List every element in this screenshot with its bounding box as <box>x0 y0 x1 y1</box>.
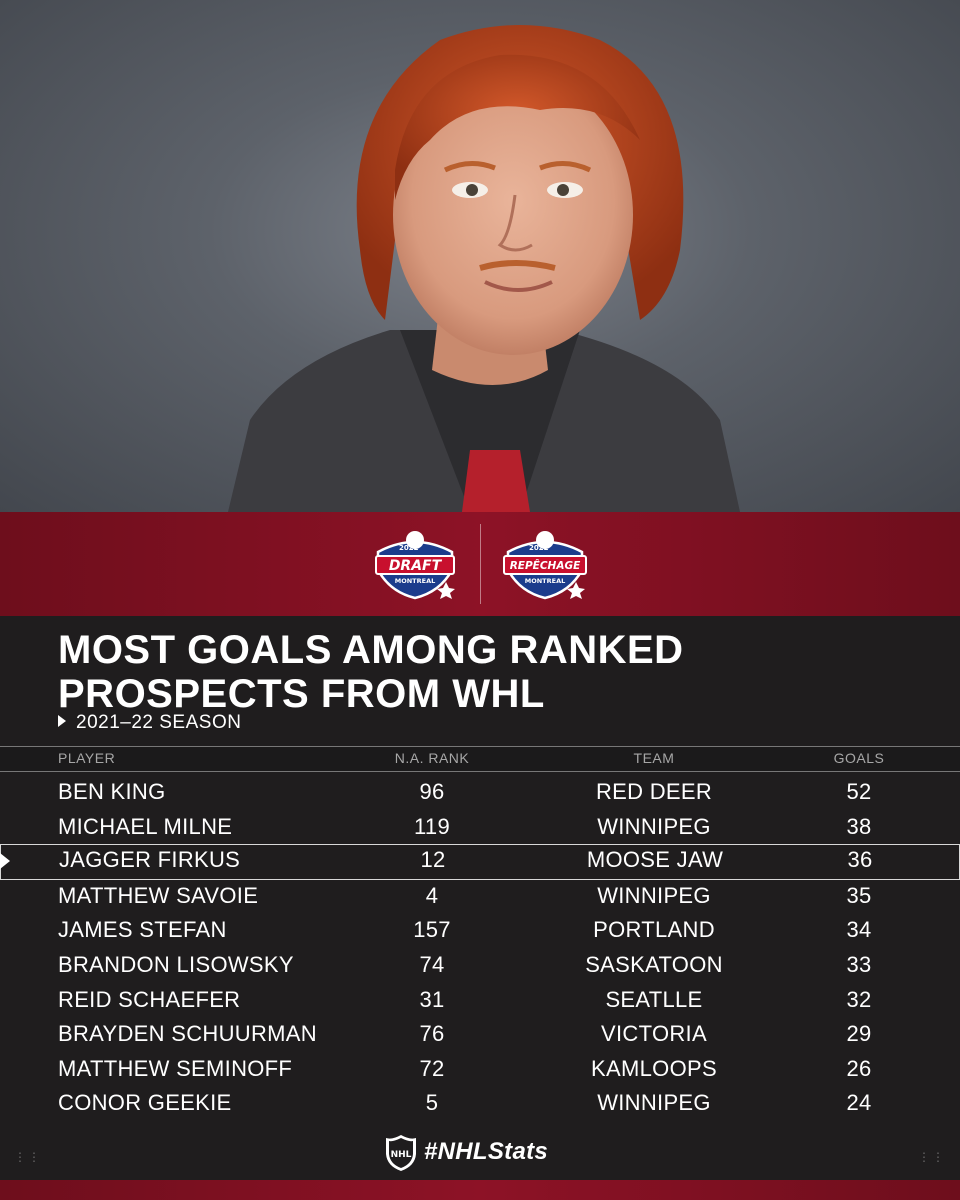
svg-text:MONTREAL: MONTREAL <box>525 577 566 585</box>
table-row: BRANDON LISOWSKY 74 SASKATOON 33 <box>0 949 960 983</box>
table-row: JAMES STEFAN 157 PORTLAND 34 <box>0 914 960 948</box>
goals-value: 38 <box>846 813 872 839</box>
player-name: CONOR GEEKIE <box>58 1090 232 1116</box>
svg-text:DRAFT: DRAFT <box>389 558 443 574</box>
nhl-shield-icon: NHL <box>386 1135 416 1171</box>
goals-value: 29 <box>846 1021 872 1047</box>
svg-text:2022: 2022 <box>399 544 419 552</box>
player-name: MATTHEW SEMINOFF <box>58 1055 293 1081</box>
team-name: MOOSE JAW <box>586 847 724 873</box>
goals-value: 33 <box>846 952 872 977</box>
team-name: SEATLLE <box>605 986 703 1012</box>
table-row: MATTHEW SAVOIE 4 WINNIPEG 35 <box>0 880 960 914</box>
team-name: WINNIPEG <box>597 813 711 839</box>
player-name: JAGGER FIRKUS <box>59 847 241 873</box>
table-row: BRAYDEN SCHUURMAN 76 VICTORIA 29 <box>0 1018 960 1052</box>
team-name: WINNIPEG <box>597 882 711 908</box>
na-rank: 96 <box>419 779 445 804</box>
column-header-player: PLAYER <box>58 750 116 766</box>
column-header-team: TEAM <box>633 750 675 766</box>
na-rank: 119 <box>414 813 450 839</box>
table-row: MATTHEW SEMINOFF 72 KAMLOOPS 26 <box>0 1053 960 1087</box>
team-name: KAMLOOPS <box>591 1055 717 1081</box>
svg-text:NHL: NHL <box>391 1150 412 1160</box>
page-title: MOST GOALS AMONG RANKED PROSPECTS FROM W… <box>58 628 684 716</box>
na-rank: 5 <box>425 1090 439 1116</box>
team-name: SASKATOON <box>585 952 723 977</box>
player-name: BEN KING <box>58 779 166 804</box>
goals-value: 52 <box>846 779 872 804</box>
table-row: REID SCHAEFER 31 SEATLLE 32 <box>0 984 960 1018</box>
player-name: MATTHEW SAVOIE <box>58 882 259 908</box>
footer: NHL #NHLStats <box>0 1130 960 1180</box>
nhl-repechage-2022-logo: 2022 REPÊCHAGE MONTREAL <box>503 531 587 600</box>
na-rank: 72 <box>419 1055 445 1081</box>
table-header: PLAYER N.A. RANK TEAM GOALS <box>0 746 960 772</box>
column-header-rank: N.A. RANK <box>394 750 470 766</box>
nhl-draft-2022-logo: 2022 DRAFT MONTREAL <box>375 531 455 600</box>
player-name: JAMES STEFAN <box>58 917 227 943</box>
goals-value: 35 <box>846 882 872 908</box>
na-rank: 4 <box>425 882 439 908</box>
player-name: BRANDON LISOWSKY <box>58 952 294 977</box>
player-name: MICHAEL MILNE <box>58 813 233 839</box>
logo-divider <box>480 524 481 604</box>
table-row: CONOR GEEKIE 5 WINNIPEG 24 <box>0 1087 960 1121</box>
na-rank: 12 <box>420 847 446 873</box>
team-name: WINNIPEG <box>597 1090 711 1116</box>
goals-value: 26 <box>846 1055 872 1081</box>
na-rank: 31 <box>419 986 445 1012</box>
na-rank: 157 <box>413 917 451 943</box>
highlight-marker-icon <box>0 853 10 870</box>
player-name: BRAYDEN SCHUURMAN <box>58 1021 317 1047</box>
corner-dots-right: ⋮⋮ <box>918 1150 946 1164</box>
bottom-accent-bar <box>0 1180 960 1200</box>
svg-text:REPÊCHAGE: REPÊCHAGE <box>510 558 581 572</box>
logo-band: 2022 DRAFT MONTREAL 2022 REPÊCHAGE MONTR… <box>0 512 960 616</box>
na-rank: 76 <box>419 1021 445 1047</box>
corner-dots-left: ⋮⋮ <box>14 1150 42 1164</box>
column-header-goals: GOALS <box>833 750 885 766</box>
svg-text:2022: 2022 <box>529 544 549 552</box>
goals-value: 36 <box>847 847 873 873</box>
na-rank: 74 <box>419 952 445 977</box>
goals-value: 24 <box>846 1090 872 1116</box>
svg-text:MONTREAL: MONTREAL <box>395 577 436 585</box>
table-row: BEN KING 96 RED DEER 52 <box>0 776 960 810</box>
team-name: RED DEER <box>595 779 713 804</box>
table-row-highlighted: JAGGER FIRKUS 12 MOOSE JAW 36 <box>0 844 960 881</box>
team-name: PORTLAND <box>593 917 715 943</box>
player-name: REID SCHAEFER <box>58 986 241 1012</box>
team-name: VICTORIA <box>601 1021 707 1047</box>
table-row: MICHAEL MILNE 119 WINNIPEG 38 <box>0 811 960 845</box>
nhlstats-hashtag: #NHLStats <box>424 1138 549 1165</box>
goals-value: 34 <box>846 917 872 943</box>
season-subtitle: 2021–22 SEASON <box>58 712 241 734</box>
season-label: 2021–22 SEASON <box>76 712 242 733</box>
player-photo <box>0 0 960 512</box>
goals-value: 32 <box>846 986 872 1012</box>
play-triangle-icon <box>58 715 66 727</box>
